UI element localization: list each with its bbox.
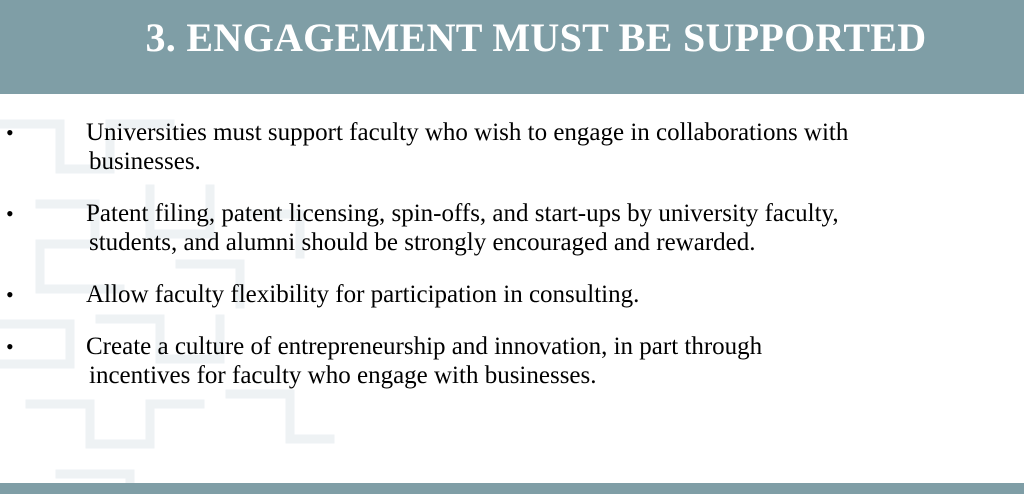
- background-pattern: [0, 119, 335, 483]
- bottom-band: [0, 483, 1024, 494]
- bullet-item: • Patent filing, patent licensing, spin-o…: [0, 199, 1024, 257]
- bullet-text: Universities must support faculty who wi…: [86, 118, 986, 176]
- bullet-text-line: Allow faculty flexibility for participat…: [86, 281, 640, 308]
- bullet-text-line: Create a culture of entrepreneurship and…: [86, 333, 763, 360]
- bullet-text-line: Universities must support faculty who wi…: [86, 119, 849, 146]
- bullet-text-line: Patent filing, patent licensing, spin-of…: [86, 200, 839, 227]
- bullet-item: • Create a culture of entrepreneurship an…: [0, 332, 1024, 390]
- bullet-item: • Allow faculty flexibility for participa…: [0, 280, 1024, 309]
- bullet-list: • Universities must support faculty who w…: [0, 118, 1024, 413]
- bullet-dot: •: [6, 282, 14, 307]
- bullet-text: Patent filing, patent licensing, spin-of…: [86, 199, 986, 257]
- bullet-text: Create a culture of entrepreneurship and…: [86, 332, 986, 390]
- bullet-text-line: businesses.: [89, 148, 201, 175]
- bullet-item: • Universities must support faculty who w…: [0, 118, 1024, 176]
- bullet-text: Allow faculty flexibility for participat…: [86, 280, 986, 309]
- bullet-text-line: students, and alumni should be strongly …: [89, 229, 756, 256]
- bullet-text-line: incentives for faculty who engage with b…: [89, 362, 597, 389]
- title-band: 3. ENGAGEMENT MUST BE SUPPORTED: [0, 0, 1024, 94]
- bullet-dot: •: [6, 201, 14, 226]
- bullet-dot: •: [6, 334, 14, 359]
- bullet-dot: •: [6, 120, 14, 145]
- slide-title: 3. ENGAGEMENT MUST BE SUPPORTED: [145, 15, 927, 60]
